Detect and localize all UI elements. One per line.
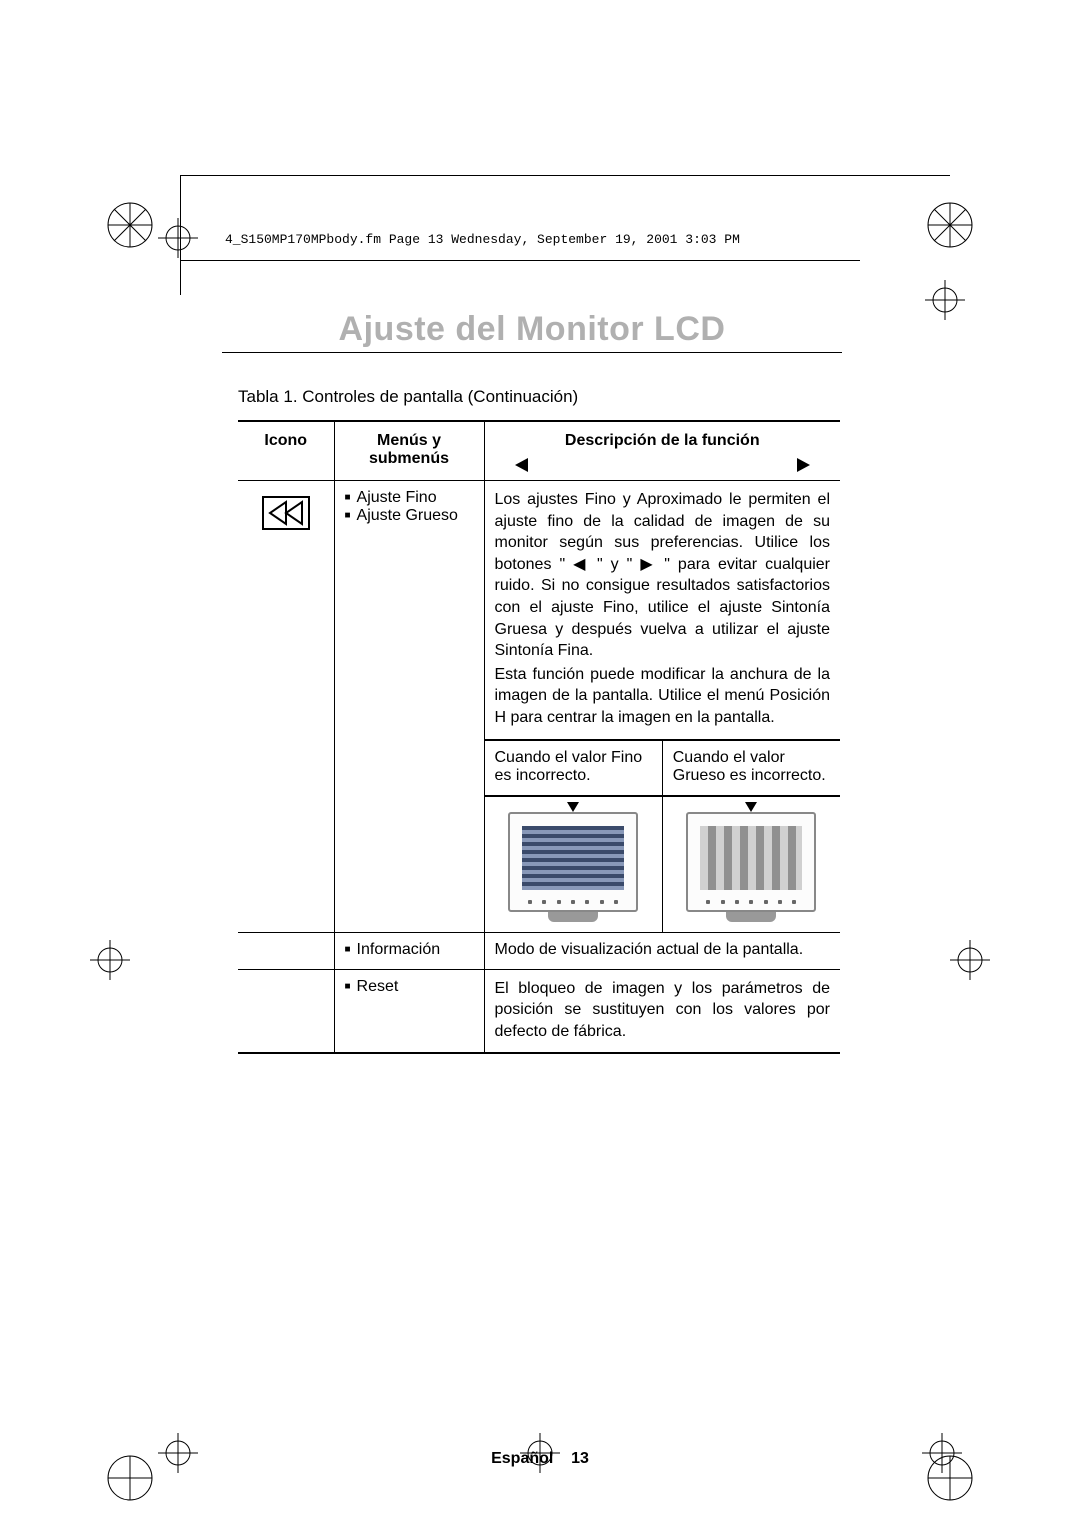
file-header: 4_S150MP170MPbody.fm Page 13 Wednesday, … [225, 232, 740, 247]
controls-table: Icono Menús y submenús Descripción de la… [238, 420, 840, 1054]
desc-cell-ajuste: Los ajustes Fino y Aproximado le permite… [484, 481, 840, 740]
menu-cell-informacion: Información [334, 932, 484, 969]
icon-cell-empty-1 [238, 932, 334, 969]
table-caption: Tabla 1. Controles de pantalla (Continua… [238, 387, 578, 407]
reg-mark-tr [905, 200, 975, 270]
th-desc-label: Descripción de la función [565, 432, 760, 449]
th-descripcion: Descripción de la función [484, 422, 840, 481]
page-footer: Español 13 [0, 1450, 1080, 1468]
value-row: Cuando el valor Fino es incorrecto. Cuan… [484, 739, 840, 795]
crosshair-ml [90, 940, 130, 980]
menu-item-reset: Reset [345, 978, 474, 996]
frame-line-top [180, 175, 950, 176]
icon-cell-empty-2 [238, 969, 334, 1052]
footer-lang: Español [491, 1450, 553, 1467]
monitor-image-fino [485, 796, 663, 932]
monitor-image-grueso [662, 796, 840, 932]
menu-item-informacion: Información [345, 941, 474, 959]
crosshair-tl [158, 218, 198, 258]
icon-cell-ajuste [238, 481, 334, 933]
rewind-icon [262, 496, 310, 530]
th-menus: Menús y submenús [334, 422, 484, 481]
header-underline [180, 260, 860, 261]
menu-item-ajuste-fino: Ajuste Fino [345, 489, 474, 507]
right-arrow-icon [797, 458, 810, 472]
crosshair-tr [925, 280, 965, 320]
footer-page: 13 [571, 1450, 589, 1467]
menu-cell-reset: Reset [334, 969, 484, 1052]
th-icono: Icono [238, 422, 334, 481]
frame-line-left-top [180, 175, 181, 295]
crosshair-mr [950, 940, 990, 980]
title-underline [222, 352, 842, 353]
value-grueso-label: Cuando el valor Grueso es incorrecto. [662, 740, 840, 795]
left-arrow-icon [515, 458, 528, 472]
desc-text-1: Los ajustes Fino y Aproximado le permite… [495, 489, 831, 662]
value-fino-label: Cuando el valor Fino es incorrecto. [485, 740, 663, 795]
menu-item-ajuste-grueso: Ajuste Grueso [345, 507, 474, 525]
page-title: Ajuste del Monitor LCD [222, 310, 842, 349]
monitor-images-row [484, 795, 840, 932]
desc-text-2: Esta función puede modificar la anchura … [495, 664, 831, 729]
desc-reset: El bloqueo de imagen y los parámetros de… [484, 969, 840, 1052]
menu-cell-ajuste: Ajuste Fino Ajuste Grueso [334, 481, 484, 933]
desc-informacion: Modo de visualización actual de la panta… [484, 932, 840, 969]
